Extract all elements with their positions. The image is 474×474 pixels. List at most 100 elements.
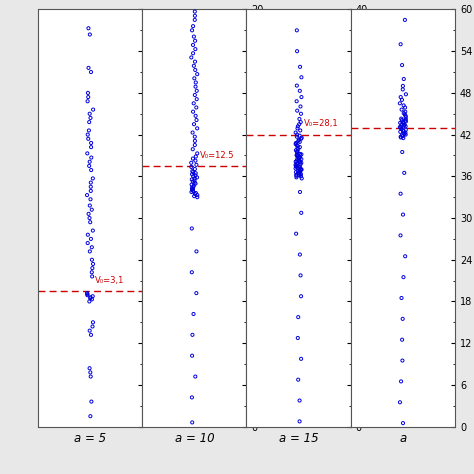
Point xyxy=(295,169,303,177)
Point xyxy=(293,107,301,114)
Point xyxy=(292,146,300,154)
Point xyxy=(88,244,96,251)
Point xyxy=(189,108,197,116)
Point xyxy=(193,87,201,95)
Point xyxy=(188,54,195,61)
Point xyxy=(188,393,196,401)
Point xyxy=(190,310,197,318)
Point xyxy=(295,136,302,144)
Point xyxy=(87,331,95,338)
Point xyxy=(297,135,305,143)
Point xyxy=(397,93,404,101)
Point xyxy=(188,176,196,183)
Point xyxy=(293,47,301,55)
Point xyxy=(193,173,201,181)
Point xyxy=(191,141,199,149)
Point xyxy=(297,166,305,174)
Point xyxy=(297,292,305,300)
Point xyxy=(398,125,405,133)
Point xyxy=(398,96,406,104)
Point xyxy=(292,139,300,147)
Point xyxy=(293,162,301,169)
Point xyxy=(191,137,199,145)
Point xyxy=(191,16,199,24)
Point xyxy=(188,352,196,359)
Point xyxy=(296,143,304,151)
Point xyxy=(401,169,408,177)
Point xyxy=(190,183,197,191)
Point xyxy=(192,112,200,119)
Point xyxy=(84,239,91,247)
Point xyxy=(293,151,301,159)
Point xyxy=(296,188,304,196)
Point xyxy=(86,158,93,165)
Point xyxy=(84,98,91,105)
Point xyxy=(296,132,303,139)
Point xyxy=(398,294,405,302)
Point xyxy=(88,154,95,161)
Point xyxy=(294,153,301,160)
Point xyxy=(294,125,301,132)
Point xyxy=(297,170,304,178)
Point xyxy=(296,164,304,171)
Point xyxy=(188,171,196,178)
Point xyxy=(402,112,410,119)
Point xyxy=(399,419,407,427)
Point xyxy=(297,118,304,126)
Point xyxy=(294,313,302,321)
Point xyxy=(293,157,301,165)
Point xyxy=(401,253,409,260)
Point xyxy=(295,150,302,157)
Point xyxy=(292,230,300,237)
Point xyxy=(88,268,96,276)
Point xyxy=(88,398,95,405)
Point xyxy=(399,118,407,126)
Point xyxy=(189,185,197,192)
Point xyxy=(84,135,92,143)
Point xyxy=(294,137,302,145)
Point xyxy=(297,173,305,180)
Point xyxy=(397,378,405,385)
Point xyxy=(398,336,406,344)
Point xyxy=(400,134,407,142)
Point xyxy=(85,64,92,72)
Point xyxy=(191,177,198,184)
Point xyxy=(298,166,305,173)
Point xyxy=(399,148,406,156)
Point xyxy=(398,116,406,124)
Point xyxy=(86,219,94,226)
Point xyxy=(292,129,300,137)
Point xyxy=(398,61,406,69)
Point xyxy=(189,129,196,137)
Point xyxy=(191,12,199,19)
Point xyxy=(397,190,404,198)
Point xyxy=(296,150,304,158)
Point xyxy=(86,365,93,372)
Point xyxy=(396,119,404,127)
Point xyxy=(400,127,407,134)
Point xyxy=(294,145,301,152)
Point xyxy=(297,355,305,363)
Point xyxy=(191,192,198,200)
Point xyxy=(296,138,303,146)
Point xyxy=(292,158,300,165)
Point xyxy=(296,63,304,71)
Point xyxy=(191,190,199,198)
Point xyxy=(191,37,199,45)
Point xyxy=(189,22,197,30)
Point xyxy=(296,127,304,134)
Point xyxy=(87,166,95,174)
Point xyxy=(293,141,301,149)
Point xyxy=(88,296,96,303)
Point xyxy=(83,289,91,297)
Point xyxy=(86,294,94,302)
Point xyxy=(85,127,93,134)
Point xyxy=(402,131,410,138)
Point xyxy=(296,153,304,161)
Point xyxy=(398,120,405,128)
Point xyxy=(400,75,408,83)
Point xyxy=(295,163,302,170)
Point xyxy=(190,62,198,70)
Point xyxy=(401,130,409,138)
X-axis label: a = 15: a = 15 xyxy=(279,432,319,445)
